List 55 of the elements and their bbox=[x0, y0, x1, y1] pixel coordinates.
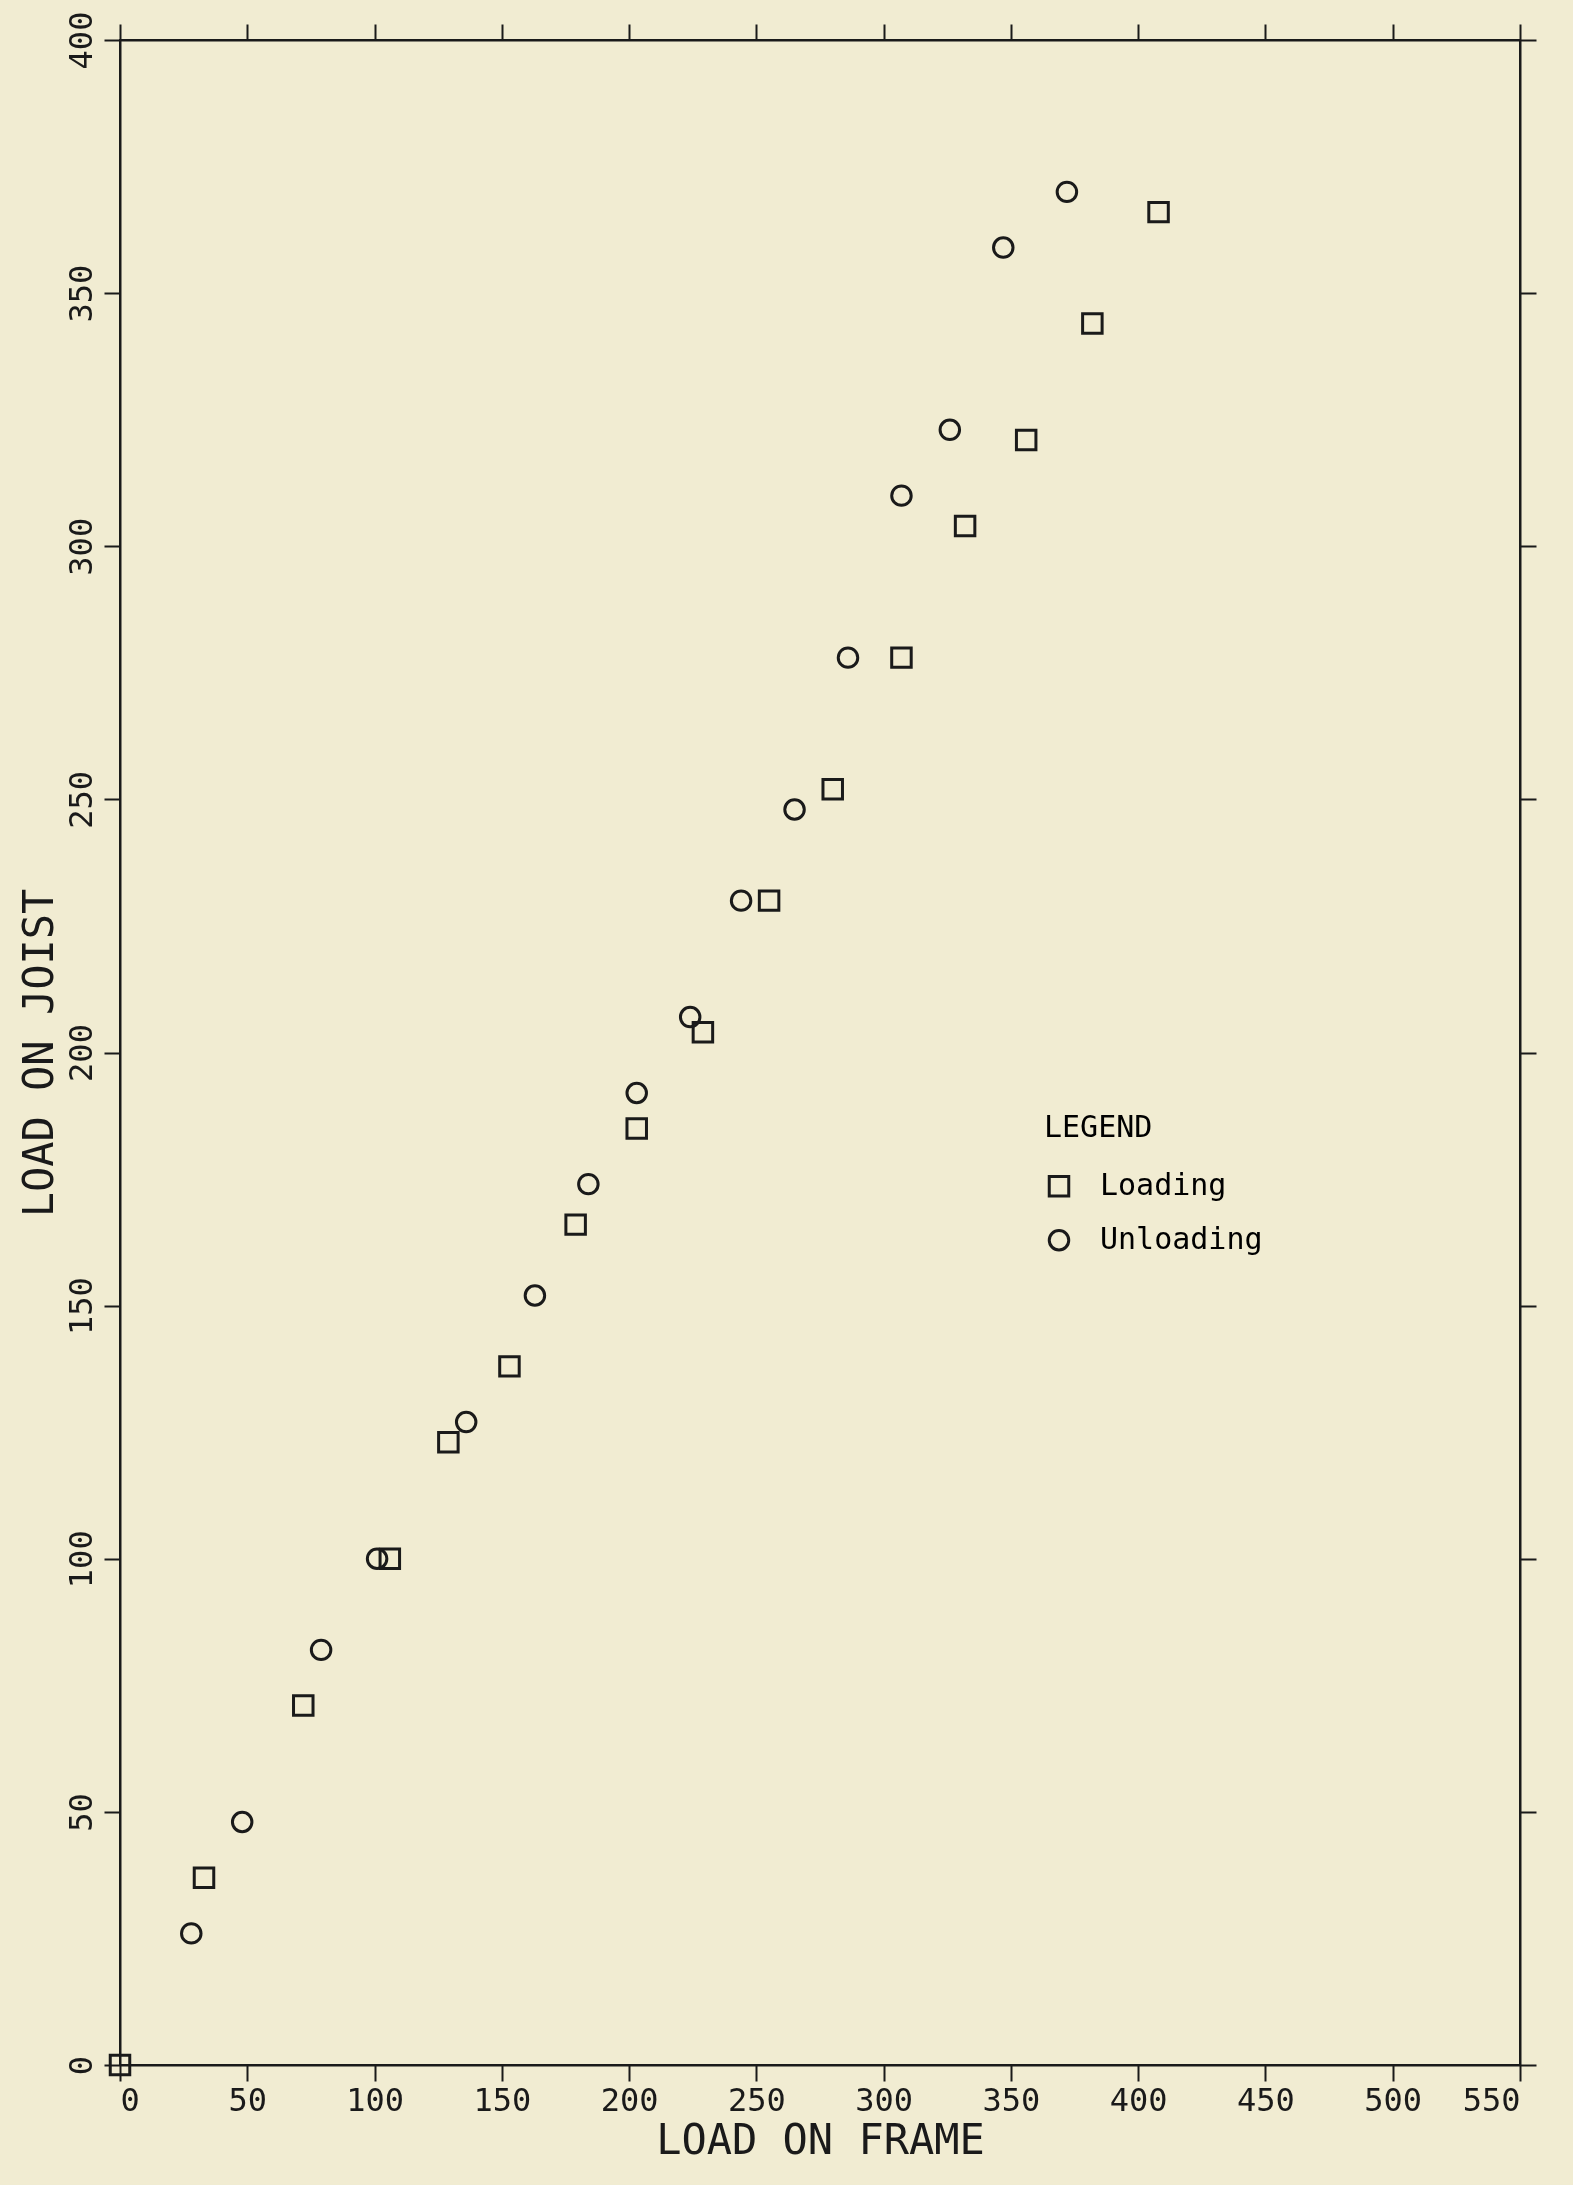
y-tick-label: 350 bbox=[61, 264, 100, 323]
point bbox=[577, 1172, 600, 1196]
point bbox=[691, 1021, 715, 1044]
point bbox=[938, 418, 962, 442]
point bbox=[192, 1866, 216, 1889]
point bbox=[836, 646, 860, 669]
point bbox=[498, 1355, 521, 1378]
x-tick-label: 50 bbox=[228, 2080, 268, 2119]
point bbox=[890, 484, 913, 507]
y-tick-label: 0 bbox=[61, 2055, 100, 2076]
x-tick-label: 450 bbox=[1237, 2080, 1295, 2119]
point bbox=[230, 1810, 254, 1834]
legend-label: Unloading bbox=[1100, 1221, 1263, 1257]
x-tick-label: 150 bbox=[473, 2080, 532, 2119]
x-tick-label: 400 bbox=[1109, 2080, 1168, 2119]
point bbox=[821, 778, 844, 801]
point bbox=[378, 1547, 402, 1570]
point bbox=[729, 889, 753, 912]
y-tick-label: 400 bbox=[61, 11, 100, 70]
y-axis-title: LOAD ON JOIST bbox=[13, 888, 63, 1218]
point bbox=[523, 1284, 547, 1307]
point bbox=[1081, 312, 1104, 335]
point bbox=[783, 798, 806, 821]
point bbox=[678, 1005, 702, 1029]
point bbox=[437, 1431, 460, 1454]
y-tick-label: 150 bbox=[61, 1277, 100, 1336]
point bbox=[625, 1117, 648, 1140]
point bbox=[292, 1694, 315, 1717]
y-tick-label: 50 bbox=[61, 1793, 100, 1832]
y-tick-label: 250 bbox=[61, 770, 100, 829]
point bbox=[757, 889, 781, 912]
point bbox=[108, 2053, 132, 2077]
point bbox=[890, 646, 913, 669]
point bbox=[625, 1081, 648, 1105]
y-tick-label: 200 bbox=[61, 1024, 100, 1082]
legend-label: Loading bbox=[1100, 1167, 1227, 1203]
point bbox=[180, 1922, 203, 1945]
point bbox=[953, 514, 977, 538]
point bbox=[564, 1213, 587, 1236]
x-tick-label: 100 bbox=[346, 2080, 404, 2119]
point bbox=[309, 1638, 333, 1662]
x-tick-label: 350 bbox=[982, 2080, 1041, 2119]
x-tick-label: 200 bbox=[600, 2080, 659, 2119]
point bbox=[365, 1547, 389, 1570]
y-tick-label: 100 bbox=[61, 1530, 100, 1589]
x-tick-label: 550 bbox=[1462, 2080, 1521, 2119]
point bbox=[1014, 428, 1038, 452]
point bbox=[1147, 200, 1170, 224]
point bbox=[1055, 180, 1079, 204]
x-tick-label: 0 bbox=[120, 2080, 140, 2119]
y-tick-label: 300 bbox=[61, 517, 100, 576]
legend-title: LEGEND bbox=[1044, 1109, 1153, 1145]
x-tick-label: 500 bbox=[1364, 2080, 1423, 2119]
point bbox=[454, 1410, 478, 1434]
point bbox=[992, 236, 1015, 259]
